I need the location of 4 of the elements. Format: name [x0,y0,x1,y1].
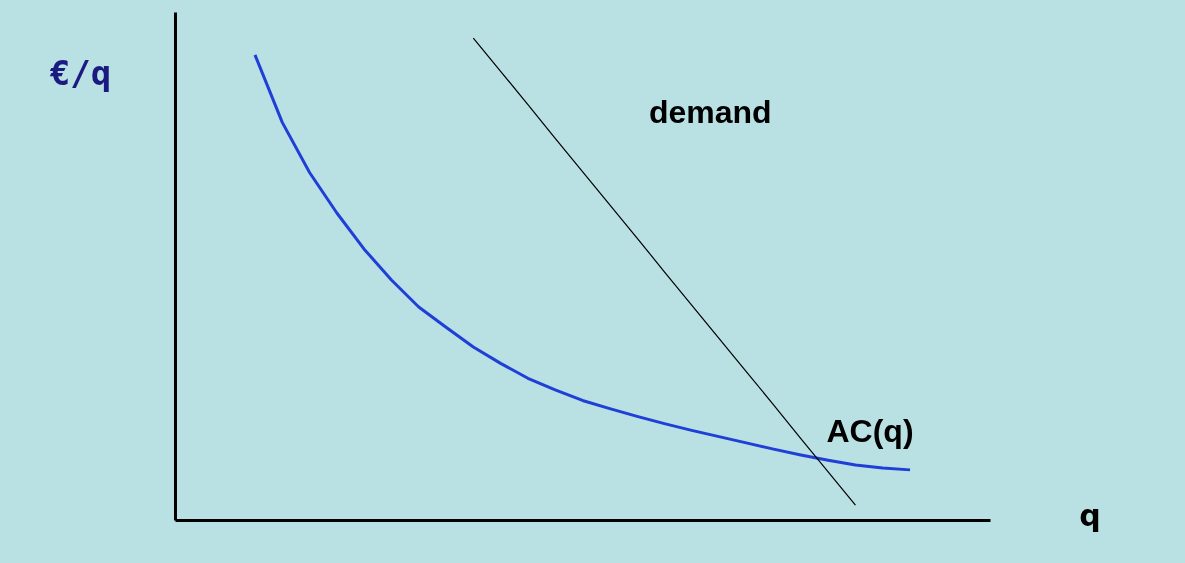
series-label: AC(q) [826,412,914,449]
text: demand [648,94,772,131]
text: q [1079,498,1101,533]
y-axis-title: €/q [49,52,112,93]
